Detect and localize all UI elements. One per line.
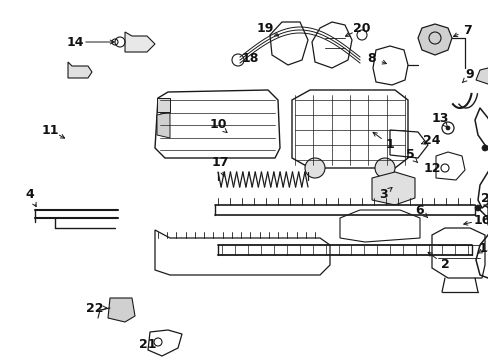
Text: 16: 16 (472, 213, 488, 226)
Text: 11: 11 (41, 123, 59, 136)
Text: 1: 1 (385, 139, 393, 152)
Text: 8: 8 (367, 51, 376, 64)
Polygon shape (371, 172, 414, 205)
Text: 9: 9 (465, 68, 473, 81)
Polygon shape (108, 298, 135, 322)
Polygon shape (68, 62, 92, 78)
Text: 12: 12 (423, 162, 440, 175)
Text: 3: 3 (378, 189, 386, 202)
Text: 19: 19 (256, 22, 273, 35)
Text: 23: 23 (480, 192, 488, 204)
Text: 22: 22 (86, 302, 103, 315)
Text: 2: 2 (440, 258, 448, 271)
Text: 13: 13 (430, 112, 448, 125)
Text: 24: 24 (423, 134, 440, 147)
Polygon shape (417, 24, 451, 55)
Circle shape (481, 145, 487, 151)
Polygon shape (475, 68, 488, 84)
Text: 5: 5 (405, 148, 413, 162)
Text: 10: 10 (209, 118, 226, 131)
Text: 4: 4 (25, 189, 34, 202)
Text: 14: 14 (66, 36, 83, 49)
Text: 20: 20 (352, 22, 370, 35)
Circle shape (445, 126, 449, 130)
Polygon shape (125, 32, 155, 52)
Text: 15: 15 (477, 242, 488, 255)
Text: 18: 18 (241, 51, 258, 64)
Text: 6: 6 (415, 203, 424, 216)
Circle shape (305, 158, 325, 178)
Circle shape (474, 205, 480, 211)
Text: 17: 17 (211, 156, 228, 168)
Polygon shape (157, 112, 170, 138)
Polygon shape (157, 98, 170, 112)
Circle shape (374, 158, 394, 178)
Text: 21: 21 (139, 338, 157, 351)
Text: 7: 7 (463, 23, 471, 36)
